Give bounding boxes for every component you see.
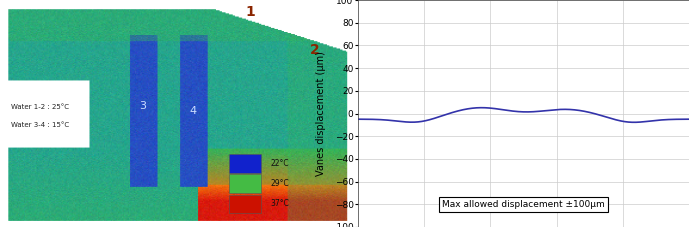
Text: 3: 3 [140, 101, 147, 111]
Bar [229, 174, 261, 193]
Text: 4: 4 [189, 106, 197, 116]
Text: Water 1-2 : 25°C: Water 1-2 : 25°C [11, 104, 69, 110]
Text: Water 3-4 : 15°C: Water 3-4 : 15°C [11, 122, 69, 128]
Text: 29°C: 29°C [270, 179, 289, 188]
Bar [229, 154, 261, 173]
Text: 22°C: 22°C [270, 159, 289, 168]
Y-axis label: Vanes displacement (μm): Vanes displacement (μm) [316, 51, 326, 176]
Text: 37°C: 37°C [270, 200, 289, 208]
Text: Max allowed displacement ±100μm: Max allowed displacement ±100μm [442, 200, 605, 209]
Text: 2: 2 [310, 44, 320, 57]
Bar [229, 195, 261, 213]
Text: 1: 1 [245, 5, 256, 19]
